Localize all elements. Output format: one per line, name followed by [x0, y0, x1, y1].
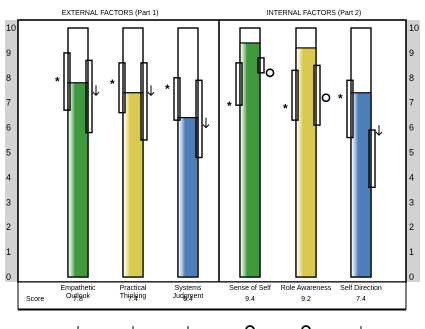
category-label: Thinking [120, 293, 147, 300]
left-bracket [63, 52, 71, 111]
category-label: Judgment [173, 293, 204, 300]
y-tick-left: 8 [6, 73, 11, 83]
y-tick-left: 10 [6, 23, 16, 33]
y-tick-right: 2 [409, 222, 414, 232]
bars: * * * * * * [55, 27, 383, 278]
bar-group: * [110, 27, 155, 278]
y-tick-left: 0 [6, 272, 11, 282]
bar-group: * [55, 27, 100, 278]
category-label: Sense of Self [229, 285, 271, 292]
y-tick-right: 5 [409, 148, 414, 158]
bottom-circle-marker [301, 325, 311, 329]
star-marker: * [110, 77, 115, 91]
arrow-marker-head [147, 91, 155, 96]
y-tick-left: 1 [6, 247, 11, 257]
score-value: 9.2 [301, 296, 311, 303]
left-bracket [235, 62, 243, 106]
y-axis-strip-left [5, 20, 18, 282]
left-bracket [346, 79, 354, 139]
bar [177, 117, 199, 278]
bar [67, 82, 89, 278]
category-label: Role Awareness [281, 285, 332, 292]
category-label: Self Direction [340, 285, 382, 292]
y-tick-left: 4 [6, 172, 11, 182]
category-label: Outlook [66, 293, 91, 300]
star-marker: * [165, 82, 170, 96]
bar-group: * [165, 27, 210, 278]
label-row-box [17, 281, 407, 310]
y-tick-right: 8 [409, 73, 414, 83]
left-bracket [291, 69, 299, 121]
y-tick-right: 3 [409, 197, 414, 207]
group-label-internal: INTERNAL FACTORS (Part 2) [267, 10, 362, 17]
y-axis-strip-right [406, 20, 420, 282]
circle-marker [321, 93, 331, 103]
y-tick-left: 3 [6, 197, 11, 207]
arrow-marker-head [92, 91, 100, 96]
category-label: Empathetic [60, 285, 96, 292]
score-value: 7.8 [73, 296, 83, 303]
bar-group: * [283, 27, 331, 278]
bar-group: * [338, 27, 383, 278]
y-tick-right: 9 [409, 48, 414, 58]
left-bracket [173, 77, 181, 121]
score-value: 6.4 [183, 296, 193, 303]
right-bracket [313, 64, 321, 126]
star-marker: * [55, 74, 60, 88]
bar [122, 92, 144, 278]
circle-marker [265, 68, 275, 78]
star-marker: * [227, 99, 232, 113]
y-tick-right: 7 [409, 98, 414, 108]
bar [239, 42, 261, 278]
right-bracket [140, 62, 148, 141]
category-label: Practical [120, 285, 147, 292]
y-tick-right: 0 [409, 272, 414, 282]
y-tick-left: 2 [6, 222, 11, 232]
y-tick-left: 5 [6, 148, 11, 158]
bar [350, 92, 372, 278]
y-tick-right: 4 [409, 172, 414, 182]
right-bracket [85, 59, 93, 134]
score-value: 7.4 [356, 296, 366, 303]
right-bracket [195, 79, 203, 159]
y-tick-left: 9 [6, 48, 11, 58]
bottom-circle-marker [245, 325, 255, 329]
y-tick-right: 1 [409, 247, 414, 257]
y-tick-left: 6 [6, 123, 11, 133]
category-label: Systems [175, 285, 202, 292]
bar-group: * [227, 27, 275, 278]
right-bracket [368, 129, 376, 189]
score-value: 7.4 [128, 296, 138, 303]
y-tick-right: 10 [409, 23, 419, 33]
score-value: 9.4 [245, 296, 255, 303]
left-bracket [118, 62, 126, 114]
category-labels: EmpatheticOutlook7.8PracticalThinking7.4… [60, 285, 382, 329]
star-marker: * [283, 102, 288, 116]
arrow-marker-head [375, 131, 383, 136]
score-row-label: Score [26, 296, 44, 303]
y-tick-left: 7 [6, 98, 11, 108]
right-bracket [257, 57, 265, 74]
group-label-external: EXTERNAL FACTORS (Part 1) [62, 10, 159, 17]
y-axes: 0 0 1 1 2 2 3 3 4 4 5 5 6 6 7 7 8 8 9 9 10 10 [6, 23, 419, 282]
star-marker: * [338, 92, 343, 106]
arrow-marker-head [202, 124, 210, 129]
y-tick-right: 6 [409, 123, 414, 133]
bar [295, 47, 317, 278]
